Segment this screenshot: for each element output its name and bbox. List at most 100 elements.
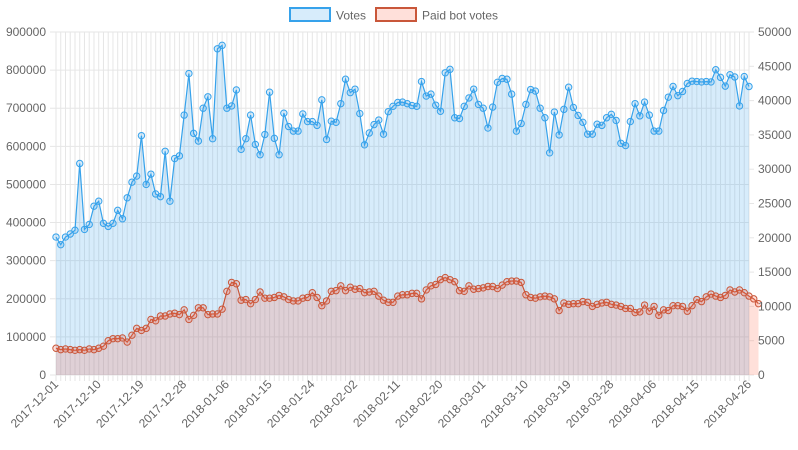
data-point[interactable] [76,159,84,168]
data-point[interactable] [118,334,127,342]
data-point[interactable] [512,127,521,135]
data-point[interactable] [356,284,364,293]
data-point[interactable] [332,118,340,127]
data-point[interactable] [470,85,478,93]
data-point[interactable] [669,82,677,91]
data-point[interactable] [52,233,60,241]
data-point[interactable] [218,41,226,50]
data-point[interactable] [308,288,317,297]
data-point[interactable] [716,73,725,82]
data-point[interactable] [422,286,430,294]
data-point[interactable] [151,317,160,325]
data-point[interactable] [370,287,378,296]
data-point[interactable] [80,225,89,234]
data-point[interactable] [318,96,326,104]
data-point[interactable] [204,93,212,101]
data-point[interactable] [721,291,729,300]
data-point[interactable] [560,105,568,114]
data-point[interactable] [318,302,326,310]
legend-item-0[interactable]: Votes [289,7,366,23]
data-point[interactable] [645,307,654,315]
data-point[interactable] [488,103,497,111]
data-point[interactable] [180,306,188,314]
data-point[interactable] [337,282,345,290]
data-point[interactable] [413,102,421,111]
data-point[interactable] [712,66,720,74]
data-point[interactable] [735,102,744,110]
data-point[interactable] [640,98,649,106]
data-point[interactable] [707,78,715,86]
data-point[interactable] [745,82,753,91]
data-point[interactable] [740,72,748,81]
data-point[interactable] [721,82,729,90]
data-point[interactable] [389,298,397,306]
data-point[interactable] [261,130,269,139]
data-point[interactable] [688,302,696,310]
legend-item-1[interactable]: Paid bot votes [375,7,498,23]
data-point[interactable] [432,280,440,289]
data-point[interactable] [636,112,644,120]
data-point[interactable] [270,134,279,143]
data-point[interactable] [313,121,321,130]
data-point[interactable] [517,278,525,287]
data-point[interactable] [189,311,198,320]
data-point[interactable] [99,342,108,350]
data-point[interactable] [474,100,483,109]
data-point[interactable] [175,152,184,160]
data-point[interactable] [251,295,260,304]
data-point[interactable] [227,102,236,110]
data-point[interactable] [156,192,165,201]
data-point[interactable] [678,87,687,96]
data-point[interactable] [550,295,559,303]
data-point[interactable] [579,118,587,127]
data-point[interactable] [697,297,706,306]
data-point[interactable] [199,104,207,112]
data-point[interactable] [626,304,635,313]
data-point[interactable] [507,90,516,98]
data-point[interactable] [351,85,359,93]
data-point[interactable] [57,240,65,249]
data-point[interactable] [332,286,340,295]
data-point[interactable] [413,289,421,298]
data-point[interactable] [655,311,663,320]
data-point[interactable] [161,147,169,155]
data-point[interactable] [180,111,188,119]
data-point[interactable] [564,83,573,91]
data-point[interactable] [531,87,540,95]
legend[interactable]: Votes Paid bot votes [289,7,498,23]
data-point[interactable] [379,130,388,138]
data-point[interactable] [275,151,283,159]
data-point[interactable] [446,65,454,74]
data-point[interactable] [479,104,487,112]
data-point[interactable] [555,306,563,315]
data-point[interactable] [750,295,758,303]
data-point[interactable] [322,135,331,144]
data-point[interactable] [460,102,468,111]
data-point[interactable] [636,308,644,316]
data-point[interactable] [598,121,606,130]
data-point[interactable] [284,122,293,131]
data-point[interactable] [242,295,250,304]
data-point[interactable] [451,278,459,286]
data-point[interactable] [356,109,364,118]
data-point[interactable] [655,127,663,135]
data-point[interactable] [237,145,245,154]
data-point[interactable] [631,99,639,108]
data-point[interactable] [569,103,578,112]
data-point[interactable] [417,295,426,303]
data-point[interactable] [645,111,654,119]
data-point[interactable] [246,299,255,308]
data-point[interactable] [375,292,383,300]
data-point[interactable] [194,137,203,145]
data-point[interactable] [208,135,217,143]
data-point[interactable] [308,117,317,126]
data-point[interactable] [678,302,687,311]
data-point[interactable] [118,215,127,223]
data-point[interactable] [460,287,468,296]
data-point[interactable] [147,170,155,178]
data-point[interactable] [389,102,397,111]
data-point[interactable] [166,197,174,205]
data-point[interactable] [142,324,150,333]
data-point[interactable] [256,151,264,159]
data-point[interactable] [175,310,184,319]
